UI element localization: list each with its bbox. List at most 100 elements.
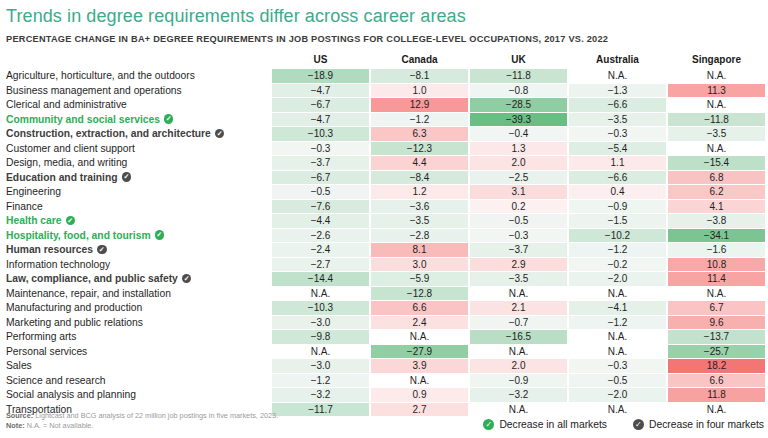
row-label: Maintenance, repair, and installation	[6, 287, 171, 301]
row-label-cell: Marketing and public relations	[6, 316, 272, 330]
value-cell: −3.0	[272, 359, 369, 373]
value-cell: 9.6	[668, 316, 765, 330]
table-row: Social analysis and planning−3.20.9−3.2−…	[6, 388, 765, 402]
row-label-cell: Personal services	[6, 345, 272, 359]
row-label: Social analysis and planning	[6, 388, 136, 402]
table-row: Health care✓−4.4−3.5−0.5−1.5−3.8	[6, 214, 765, 228]
value-cell: −12.8	[371, 287, 468, 301]
value-cell: −0.3	[569, 359, 666, 373]
value-cell: −3.5	[569, 113, 666, 127]
value-cell: −0.9	[569, 200, 666, 214]
value-cell: N.A.	[470, 345, 567, 359]
table-row: Information technology−2.73.02.9−0.210.8	[6, 258, 765, 272]
source-text: Lightcast and BCG analysis of 22 million…	[33, 411, 278, 420]
table-row: Education and training✓−6.7−8.4−2.5−6.66…	[6, 171, 765, 185]
value-cell: −4.4	[272, 214, 369, 228]
row-label-cell: Agriculture, horticulture, and the outdo…	[6, 69, 272, 83]
legend-label: Decrease in four markets	[649, 419, 764, 430]
table-row: Finance−7.6−3.60.2−0.94.1	[6, 200, 765, 214]
table-row: Design, media, and writing−3.74.42.01.1−…	[6, 156, 765, 170]
value-cell: 1.0	[371, 84, 468, 98]
value-cell: −0.5	[470, 214, 567, 228]
row-label: Agriculture, horticulture, and the outdo…	[6, 69, 195, 83]
value-cell: −1.3	[569, 84, 666, 98]
table-row: Agriculture, horticulture, and the outdo…	[6, 69, 765, 83]
value-cell: −28.5	[470, 98, 567, 112]
chart-subtitle: PERCENTAGE CHANGE IN BA+ DEGREE REQUIREM…	[6, 34, 765, 44]
value-cell: 2.0	[470, 359, 567, 373]
value-cell: −1.2	[272, 374, 369, 388]
row-label-cell: Construction, extraction, and architectu…	[6, 127, 272, 141]
value-cell: −3.0	[272, 316, 369, 330]
value-cell: 11.3	[668, 84, 765, 98]
row-label-cell: Manufacturing and production	[6, 301, 272, 315]
value-cell: −2.0	[569, 388, 666, 402]
value-cell: −18.9	[272, 69, 369, 83]
table-row: Personal servicesN.A.−27.9N.A.N.A.−25.7	[6, 345, 765, 359]
row-label-cell: Information technology	[6, 258, 272, 272]
value-cell: 10.8	[668, 258, 765, 272]
row-label-cell: Design, media, and writing	[6, 156, 272, 170]
row-label-cell: Social analysis and planning	[6, 388, 272, 402]
value-cell: N.A.	[371, 374, 468, 388]
value-cell: N.A.	[668, 142, 765, 156]
value-cell: 4.1	[668, 200, 765, 214]
row-label-cell: Science and research	[6, 374, 272, 388]
note-label: Note:	[6, 421, 25, 430]
table-row: Maintenance, repair, and installation N.A…	[6, 287, 765, 301]
value-cell: N.A.	[371, 330, 468, 344]
table-row: Business management and operations −4.71.…	[6, 84, 765, 98]
value-cell: −39.3	[470, 113, 567, 127]
value-cell: −3.2	[272, 388, 369, 402]
table-row: Customer and client support−0.3−12.31.3−…	[6, 142, 765, 156]
legend-item-four-markets: ✓ Decrease in four markets	[633, 419, 764, 430]
value-cell: 2.4	[371, 316, 468, 330]
value-cell: −2.5	[470, 171, 567, 185]
row-label-cell: Performing arts	[6, 330, 272, 344]
check-circle-dark-icon: ✓	[97, 245, 107, 255]
row-label: Hospitality, food, and tourism✓	[6, 229, 164, 243]
value-cell: −10.3	[272, 127, 369, 141]
value-cell: −4.7	[272, 84, 369, 98]
value-cell: 6.3	[371, 127, 468, 141]
table-row: Community and social services✓−4.7−1.2−3…	[6, 113, 765, 127]
value-cell: −4.7	[272, 113, 369, 127]
value-cell: −27.9	[371, 345, 468, 359]
value-cell: −16.5	[470, 330, 567, 344]
value-cell: 3.9	[371, 359, 468, 373]
value-cell: N.A.	[668, 287, 765, 301]
value-cell: −6.7	[272, 171, 369, 185]
table-row: Construction, extraction, and architectu…	[6, 127, 765, 141]
value-cell: −2.0	[569, 272, 666, 286]
row-label-cell: Sales	[6, 359, 272, 373]
row-label: Education and training✓	[6, 171, 131, 185]
legend: ✓ Decrease in all markets ✓ Decrease in …	[483, 419, 764, 432]
value-cell: −8.4	[371, 171, 468, 185]
value-cell: −1.5	[569, 214, 666, 228]
value-cell: −7.6	[272, 200, 369, 214]
check-circle-dark-icon: ✓	[182, 274, 192, 284]
table-row: Manufacturing and production−10.36.62.1−…	[6, 301, 765, 315]
row-label-cell: Law, compliance, and public safety✓	[6, 272, 272, 286]
value-cell: 6.7	[668, 301, 765, 315]
value-cell: −2.6	[272, 229, 369, 243]
value-cell: −14.4	[272, 272, 369, 286]
row-label: Personal services	[6, 345, 87, 359]
row-label-cell: Education and training✓	[6, 171, 272, 185]
value-cell: N.A.	[668, 98, 765, 112]
row-label: Human resources✓	[6, 243, 107, 257]
value-cell: 2.0	[470, 156, 567, 170]
value-cell: −1.6	[668, 243, 765, 257]
value-cell: −9.8	[272, 330, 369, 344]
value-cell: −25.7	[668, 345, 765, 359]
row-label: Business management and operations	[6, 84, 182, 98]
row-label: Customer and client support	[6, 142, 135, 156]
value-cell: −11.8	[668, 113, 765, 127]
value-cell: −3.6	[371, 200, 468, 214]
value-cell: N.A.	[569, 345, 666, 359]
value-cell: −6.6	[569, 98, 666, 112]
value-cell: 1.1	[569, 156, 666, 170]
value-cell: −0.4	[470, 127, 567, 141]
value-cell: −1.2	[569, 316, 666, 330]
row-label-cell: Engineering	[6, 185, 272, 199]
